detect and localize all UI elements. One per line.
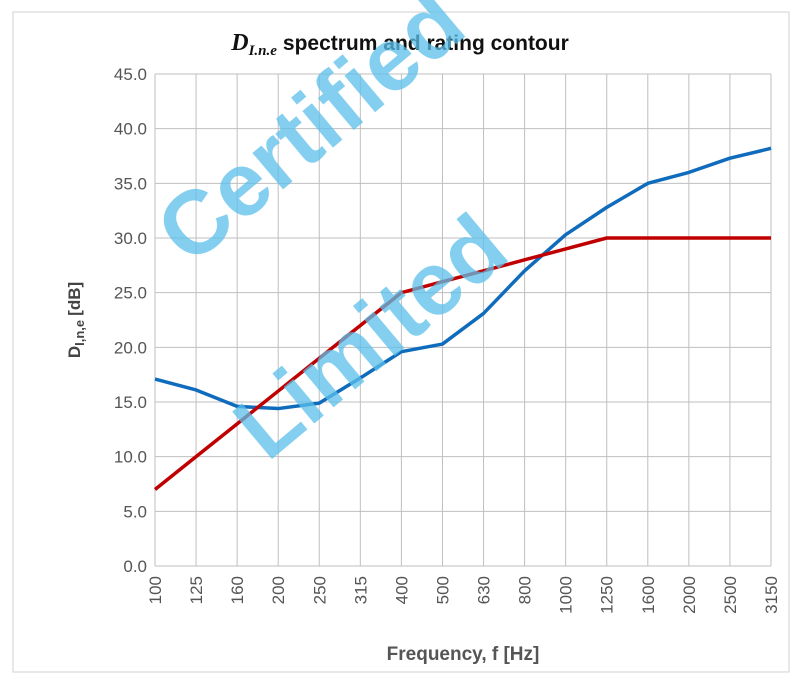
x-axis-label: Frequency, f [Hz]	[387, 644, 540, 665]
y-tick-label: 30.0	[114, 229, 147, 248]
x-tick-label: 500	[433, 576, 452, 604]
plot-area: 0.0 5.0 10.0 15.0 20.0 25.0 30.0 35.0 40.0 45.0 10…	[114, 65, 781, 614]
y-tick-label: 25.0	[114, 284, 147, 303]
y-tick-label: 35.0	[114, 174, 147, 193]
x-tick-label: 400	[392, 576, 411, 604]
x-tick-label: 2500	[721, 576, 740, 614]
x-tick-label: 160	[228, 576, 247, 604]
x-tick-label: 630	[475, 576, 494, 604]
x-tick-label: 3150	[762, 576, 781, 614]
y-tick-label: 15.0	[114, 393, 147, 412]
x-tick-label: 125	[187, 576, 206, 604]
x-tick-label: 800	[516, 576, 535, 604]
data-line	[153, 236, 771, 491]
chart-title: DI.n.e spectrum and rating contour	[230, 30, 569, 59]
x-tick-label: 200	[269, 576, 288, 604]
y-axis-label: DI,n,e[dB]	[65, 282, 87, 358]
y-tick-label: 20.0	[114, 338, 147, 357]
y-tick-label: 5.0	[123, 502, 147, 521]
x-tick-label: 100	[146, 576, 165, 604]
y-tick-label: 10.0	[114, 448, 147, 467]
y-tick-label: 40.0	[114, 120, 147, 139]
y-tick-label: 45.0	[114, 65, 147, 84]
x-tick-label: 1600	[639, 576, 658, 614]
x-tick-label: 1250	[598, 576, 617, 614]
y-tick-label: 0.0	[123, 557, 147, 576]
x-tick-label: 1000	[557, 576, 576, 614]
x-tick-label: 315	[351, 576, 370, 604]
x-tick-label: 2000	[680, 576, 699, 614]
x-tick-label: 250	[310, 576, 329, 604]
